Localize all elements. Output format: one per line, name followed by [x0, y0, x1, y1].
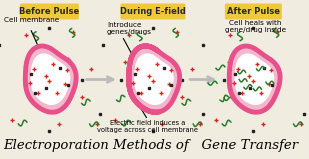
- Text: During E-field: During E-field: [120, 7, 186, 17]
- Text: Electric field induces a
voltage across cell membrane: Electric field induces a voltage across …: [97, 120, 198, 133]
- Polygon shape: [134, 53, 174, 105]
- FancyBboxPatch shape: [20, 3, 79, 20]
- Polygon shape: [235, 53, 274, 105]
- Text: Before Pulse: Before Pulse: [19, 7, 79, 17]
- Text: After Pulse: After Pulse: [227, 7, 280, 17]
- Text: Cell membrane: Cell membrane: [4, 17, 59, 23]
- FancyBboxPatch shape: [225, 3, 282, 20]
- Polygon shape: [25, 46, 76, 112]
- Polygon shape: [129, 46, 180, 112]
- Polygon shape: [31, 53, 70, 105]
- Text: Electroporation Methods of   Gene Transfer: Electroporation Methods of Gene Transfer: [3, 139, 298, 152]
- Text: Introduce
genes/drugs: Introduce genes/drugs: [107, 22, 152, 35]
- FancyBboxPatch shape: [121, 3, 185, 20]
- Polygon shape: [229, 46, 280, 112]
- Text: Cell heals with
gene/drug inside: Cell heals with gene/drug inside: [225, 20, 286, 33]
